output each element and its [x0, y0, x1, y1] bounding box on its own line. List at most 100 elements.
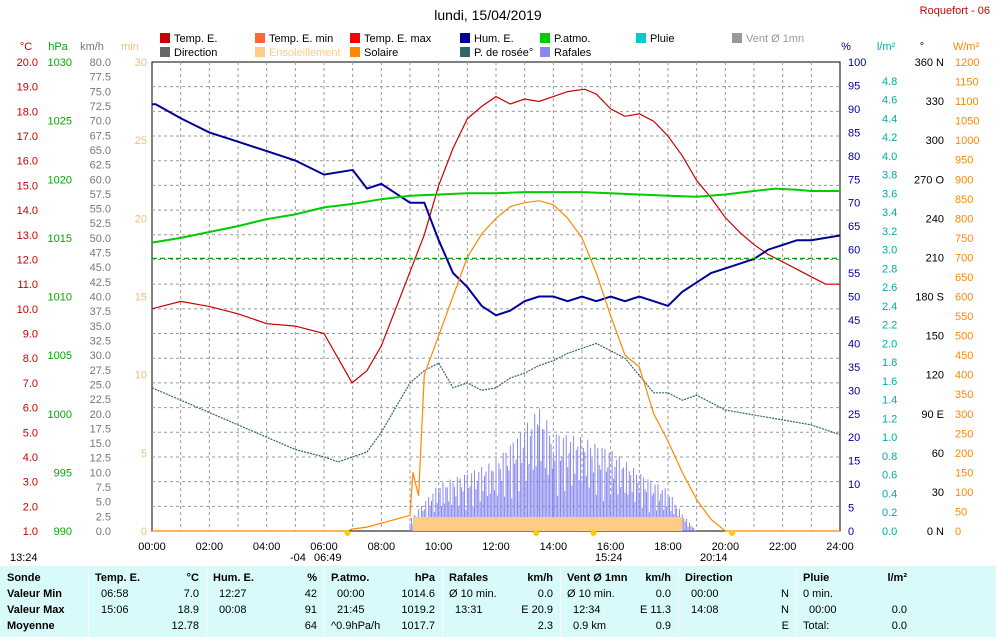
y-tick-temp: 5.0 [23, 427, 38, 439]
y-tick-rain: 3.0 [882, 245, 897, 257]
stats-header-rain: Pluie [803, 572, 830, 584]
series-line-p-de-ros-e- [151, 342, 841, 463]
y-tick-sun: 25 [135, 135, 147, 147]
hum-avg-value: 64 [304, 620, 317, 632]
unit-sun: min [121, 41, 139, 53]
y-tick-humidity: 35 [848, 362, 860, 374]
y-tick-wind: 77.5 [90, 72, 111, 84]
y-tick-humidity: 50 [848, 292, 860, 304]
x-tick-label: 12:00 [482, 541, 510, 553]
hum-min-value: 42 [304, 588, 317, 600]
y-tick-pressure: 1010 [48, 292, 72, 304]
legend-label: Solaire [364, 47, 398, 59]
y-tick-solar: 800 [955, 213, 973, 225]
legend-label: Vent Ø 1mn [746, 33, 804, 45]
gust-avg-value: 2.3 [537, 620, 553, 632]
x-tick-label: 16:00 [597, 541, 625, 553]
y-tick-wind: 57.5 [90, 189, 111, 201]
stats-col-wind: Vent Ø 1mn km/h Ø 10 min. 0.0 12:34 E 11… [560, 566, 679, 637]
y-tick-rain: 1.0 [882, 432, 897, 444]
y-tick-pressure: 1000 [48, 409, 72, 421]
sun-event-marker [344, 530, 351, 536]
y-tick-temp: 12.0 [17, 254, 38, 266]
legend-swatch [350, 33, 360, 43]
press-min-time: 00:00 [337, 588, 365, 600]
y-tick-wind: 0.0 [96, 526, 111, 538]
y-tick-solar: 450 [955, 350, 973, 362]
stats-header-gust: Rafales [449, 572, 489, 584]
y-tick-rain: 0.6 [882, 470, 897, 482]
y-tick-solar: 100 [955, 487, 973, 499]
y-tick-humidity: 5 [848, 503, 854, 515]
stats-unit-press: hPa [414, 572, 435, 584]
y-tick-rain: 4.0 [882, 151, 897, 163]
y-tick-direction: 30 [932, 487, 944, 499]
legend-swatch [460, 47, 470, 57]
legend-label: Temp. E. max [364, 33, 432, 45]
y-tick-wind: 45.0 [90, 262, 111, 274]
y-tick-solar: 1100 [955, 96, 979, 108]
temp-min-time: 06:58 [101, 588, 129, 600]
series-line-solaire [152, 200, 840, 532]
y-tick-wind: 22.5 [90, 394, 111, 406]
y-tick-direction: 270 O [914, 174, 944, 186]
legend-swatch [160, 47, 170, 57]
rain-avg-note: Total: [803, 620, 830, 632]
y-tick-wind: 17.5 [90, 423, 111, 435]
legend-swatch [540, 33, 550, 43]
y-tick-solar: 1000 [955, 135, 979, 147]
y-tick-wind: 32.5 [90, 335, 111, 347]
temp-max-time: 15:06 [101, 604, 129, 616]
y-tick-humidity: 40 [848, 338, 860, 350]
y-tick-rain: 0.0 [882, 526, 897, 538]
y-tick-temp: 2.0 [23, 501, 38, 513]
stats-header-hum: Hum. E. [213, 572, 254, 584]
wind-avg-value: 0.9 [655, 620, 671, 632]
stats-unit-gust: km/h [527, 572, 553, 584]
y-tick-direction: 90 E [921, 409, 944, 421]
y-tick-temp: 8.0 [23, 353, 38, 365]
y-tick-pressure: 1015 [48, 233, 72, 245]
y-tick-direction: 120 [926, 370, 944, 382]
y-tick-direction: 360 N [915, 57, 944, 69]
y-tick-wind: 30.0 [90, 350, 111, 362]
y-tick-temp: 11.0 [17, 279, 38, 291]
y-tick-solar: 750 [955, 233, 973, 245]
stats-col-rain: Pluie l/m² 0 min. 00:00 0.0 Total: 0.0 [796, 566, 915, 637]
y-tick-wind: 52.5 [90, 218, 111, 230]
y-tick-wind: 20.0 [90, 409, 111, 421]
y-tick-humidity: 0 [848, 526, 854, 538]
footer-mark-mid4: 20:14 [700, 552, 728, 564]
weather-chart: 00:00 02:00 04:00 06:00 08:00 10:00 12:00 14:00… [10, 5, 990, 564]
y-tick-sun: 20 [135, 213, 147, 225]
y-tick-sun: 0 [141, 526, 147, 538]
y-tick-solar: 1050 [955, 116, 979, 128]
y-tick-humidity: 90 [848, 104, 860, 116]
unit-wind: km/h [80, 41, 104, 53]
y-tick-direction: 330 [926, 96, 944, 108]
x-tick-label: 02:00 [196, 541, 224, 553]
stats-col-temp: Temp. E. °C 06:58 7.0 15:06 18.9 12.78 [88, 566, 207, 637]
y-tick-humidity: 75 [848, 174, 860, 186]
sun-event-marker [590, 530, 597, 536]
x-tick-label: 04:00 [253, 541, 281, 553]
y-tick-temp: 15.0 [17, 180, 38, 192]
stats-col-press: P.atmo. hPa 00:00 1014.6 21:45 1019.2 ^0… [324, 566, 443, 637]
y-tick-temp: 17.0 [17, 131, 38, 143]
footer-mark-left: 13:24 [10, 552, 38, 564]
y-tick-rain: 4.6 [882, 95, 897, 107]
legend-swatch [540, 47, 550, 57]
y-tick-solar: 250 [955, 428, 973, 440]
y-tick-humidity: 30 [848, 385, 860, 397]
x-tick-label: 06:00 [310, 541, 338, 553]
y-tick-solar: 950 [955, 155, 973, 167]
y-tick-rain: 2.8 [882, 263, 897, 275]
y-tick-wind: 12.5 [90, 453, 111, 465]
stats-header-dir: Direction [685, 572, 733, 584]
temp-max-value: 18.9 [177, 604, 199, 616]
y-tick-wind: 2.5 [96, 511, 111, 523]
y-tick-wind: 55.0 [90, 204, 111, 216]
y-tick-rain: 3.4 [882, 207, 897, 219]
y-tick-pressure: 1020 [48, 174, 72, 186]
row-label-max: Valeur Max [7, 604, 65, 616]
